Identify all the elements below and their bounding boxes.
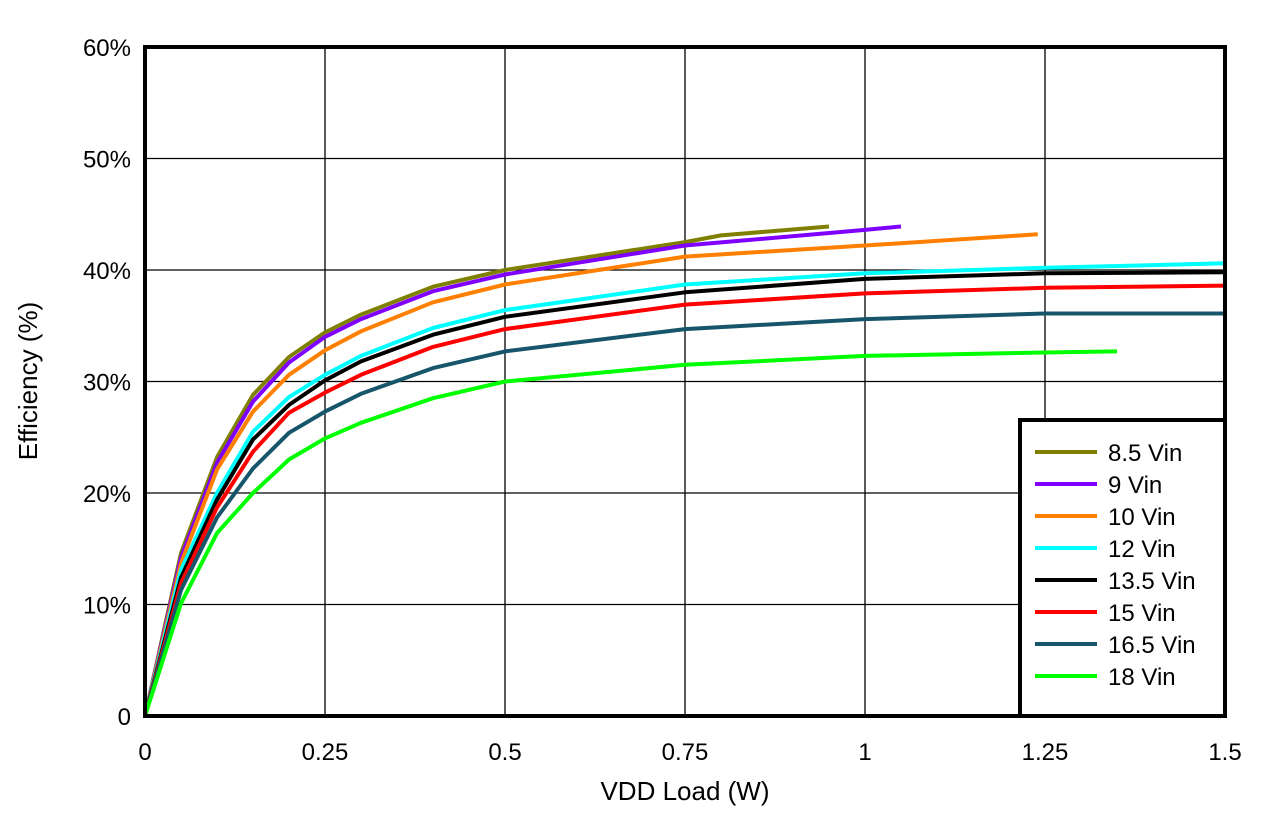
series-line-13-5-vin bbox=[143, 270, 1226, 717]
x-tick-label: 1.5 bbox=[1208, 739, 1241, 766]
series-line-8-5-vin bbox=[143, 224, 830, 717]
legend-label: 16.5 Vin bbox=[1108, 632, 1196, 659]
y-axis-label: Efficiency (%) bbox=[13, 302, 43, 460]
x-tick-label: 1 bbox=[858, 739, 871, 766]
series-line-15-vin bbox=[143, 283, 1226, 717]
y-tick-label: 10% bbox=[83, 593, 131, 620]
legend: 8.5 Vin 9 Vin 10 Vin 12 Vin 13.5 Vin 15 Vin 16… bbox=[1018, 418, 1227, 718]
y-tick-labels: 0 10% 20% 30% 40% 50% 60% bbox=[83, 35, 131, 731]
x-tick-label: 0 bbox=[138, 739, 151, 766]
series-line-16-5-vin bbox=[143, 311, 1225, 717]
x-axis-label: VDD Load (W) bbox=[600, 776, 769, 806]
y-tick-label: 50% bbox=[83, 147, 131, 174]
series-line-18-vin bbox=[143, 349, 1118, 717]
y-tick-label: 60% bbox=[83, 35, 131, 62]
legend-label: 13.5 Vin bbox=[1108, 568, 1196, 595]
legend-label: 12 Vin bbox=[1108, 536, 1176, 563]
x-tick-labels: 0 0.25 0.5 0.75 1 1.25 1.5 bbox=[138, 739, 1241, 766]
x-tick-label: 0.5 bbox=[488, 739, 521, 766]
y-tick-label: 30% bbox=[83, 370, 131, 397]
y-tick-label: 40% bbox=[83, 258, 131, 285]
series-lines bbox=[143, 224, 1226, 717]
legend-label: 10 Vin bbox=[1108, 504, 1176, 531]
plot-frame bbox=[143, 45, 1227, 718]
legend-label: 15 Vin bbox=[1108, 600, 1176, 627]
legend-label: 18 Vin bbox=[1108, 664, 1176, 691]
y-tick-label: 20% bbox=[83, 481, 131, 508]
legend-label: 9 Vin bbox=[1108, 472, 1162, 499]
x-tick-label: 0.75 bbox=[662, 739, 709, 766]
legend-box bbox=[1018, 418, 1227, 718]
series-line-12-vin bbox=[143, 261, 1226, 717]
x-tick-label: 1.25 bbox=[1022, 739, 1069, 766]
series-line-10-vin bbox=[143, 232, 1038, 717]
series-line-9-vin bbox=[143, 224, 902, 717]
y-tick-label: 0 bbox=[118, 704, 131, 731]
x-tick-label: 0.25 bbox=[302, 739, 349, 766]
legend-label: 8.5 Vin bbox=[1108, 440, 1182, 467]
